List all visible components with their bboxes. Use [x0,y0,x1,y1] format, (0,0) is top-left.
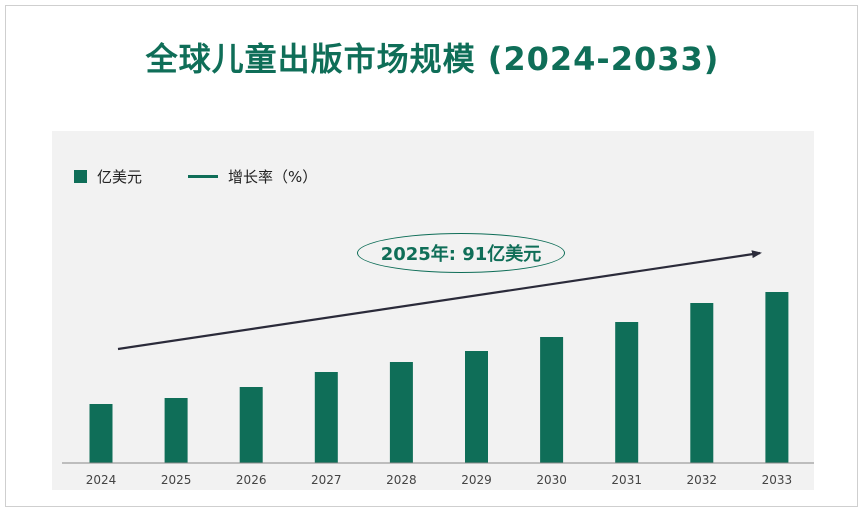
bar-2027 [314,372,338,463]
legend: 亿美元 增长率（%） [74,166,363,186]
x-tick-label-2029: 2029 [461,473,492,487]
trend-arrow [117,250,762,351]
bar-2032 [690,303,714,463]
x-tick-label-2025: 2025 [161,473,192,487]
bar-2024 [89,404,113,463]
bar-2030 [540,337,564,463]
x-tick-label-2031: 2031 [611,473,642,487]
legend-line-swatch [188,174,219,178]
bar-2026 [239,387,263,463]
bar-2031 [615,322,639,463]
x-tick-label-2032: 2032 [687,473,718,487]
bar-2033 [765,292,789,463]
legend-label-bars: 亿美元 [97,167,143,186]
x-tick-label-2027: 2027 [311,473,342,487]
bar-2028 [389,362,413,463]
x-tick-label-2024: 2024 [86,473,117,487]
legend-label-growth: 增长率（%） [228,167,318,186]
bar-2025 [164,398,188,463]
legend-item-bars: 亿美元 [74,166,142,187]
chart-title: 全球儿童出版市场规模 (2024-2033) [145,40,720,78]
x-axis-labels: 2024 2025 2026 2027 2028 2029 2030 2031 2032 2033 [86,473,792,487]
x-tick-label-2028: 2028 [386,473,417,487]
x-tick-label-2026: 2026 [236,473,267,487]
legend-bar-swatch [74,169,87,183]
x-tick-label-2033: 2033 [762,473,793,487]
bars-group [89,292,789,463]
legend-item-growth: 增长率（%） [188,166,317,187]
x-tick-label-2030: 2030 [536,473,567,487]
annotation-callout: 2025年: 91亿美元 [357,233,565,273]
bar-2029 [465,351,488,463]
